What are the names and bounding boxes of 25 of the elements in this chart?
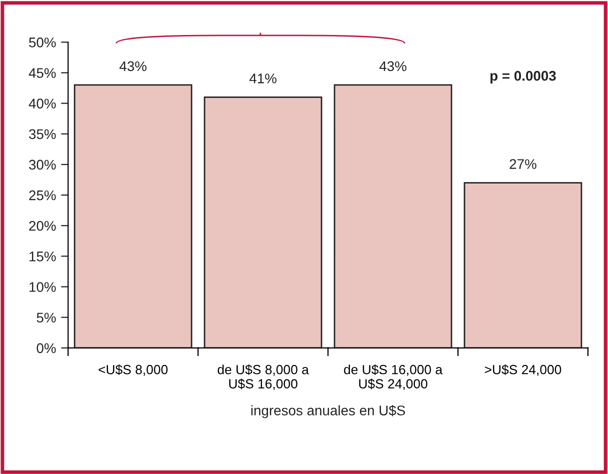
bar [204,96,322,348]
bar [334,84,452,348]
bar [74,84,192,348]
data-label: 27% [510,159,536,169]
x-tick-label: <U$S 8,000 [98,364,168,376]
annotation: p = 0.0003 [490,70,556,84]
x-axis-title: ingresos anuales en U$S [251,404,405,418]
y-tick-label: 10% [30,282,56,292]
y-tick-label: 45% [28,68,56,78]
y-tick-label: 5% [36,312,56,323]
y-tick-label: 35% [29,129,56,140]
x-tick-label: de U$S 8,000 a U$S 16,000 [218,364,309,390]
y-tick-label: 50% [29,38,56,48]
x-tick-label: >U$S 24,000 [484,364,562,376]
data-label: 43% [119,61,146,72]
y-tick-label: 30% [29,160,56,170]
x-tick-label: de U$S 16,000 a U$S 24,000 [344,364,443,390]
y-tick-label: 40% [28,98,56,108]
y-tick-label: 15% [30,252,56,262]
data-label: 41% [249,74,276,84]
y-tick-label: 20% [29,220,56,231]
bar [464,182,582,348]
y-tick-label: 25% [29,190,56,200]
y-tick-label: 0% [36,343,56,354]
data-label: 43% [379,61,406,72]
